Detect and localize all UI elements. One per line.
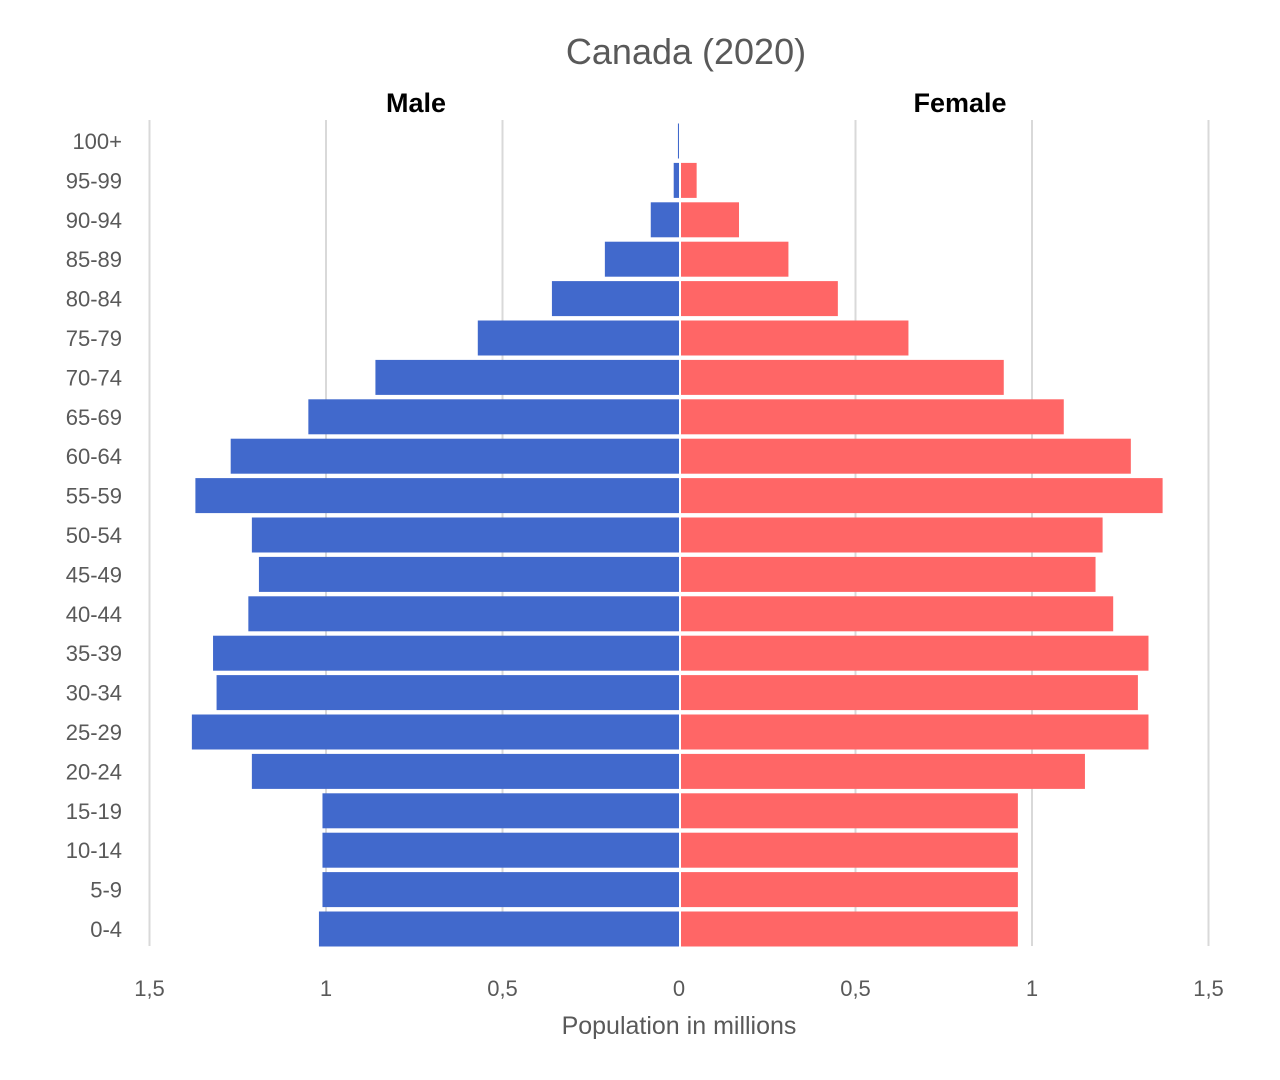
y-axis-tick-labels: 0-4 5-9 10-14 15-19 20-24 25-29 30-34 35-39 40-4… bbox=[66, 129, 122, 942]
y-tick-label-15-19: 15-19 bbox=[66, 799, 122, 824]
bar-male-0-4 bbox=[318, 911, 679, 947]
bar-male-20-24 bbox=[251, 753, 679, 789]
y-tick-label-80-84: 80-84 bbox=[66, 287, 122, 312]
bar-male-80-84 bbox=[551, 281, 679, 317]
bar-male-5-9 bbox=[322, 872, 679, 908]
y-tick-label-25-29: 25-29 bbox=[66, 720, 122, 745]
y-tick-label-90-94: 90-94 bbox=[66, 208, 122, 233]
bar-male-95-99 bbox=[673, 162, 679, 198]
bar-female-35-39 bbox=[681, 635, 1149, 671]
y-tick-label-5-9: 5-9 bbox=[90, 878, 122, 903]
x-tick-label-2: 0,5 bbox=[487, 976, 518, 1001]
y-tick-label-65-69: 65-69 bbox=[66, 405, 122, 430]
bar-female-40-44 bbox=[681, 596, 1114, 632]
bar-male-55-59 bbox=[195, 478, 679, 514]
bar-male-70-74 bbox=[375, 359, 679, 395]
bar-male-50-54 bbox=[251, 517, 679, 553]
x-tick-label-3: 0 bbox=[673, 976, 685, 1001]
y-tick-label-100+: 100+ bbox=[72, 129, 122, 154]
y-tick-label-75-79: 75-79 bbox=[66, 326, 122, 351]
female-side-label: Female bbox=[913, 88, 1006, 118]
y-tick-label-40-44: 40-44 bbox=[66, 602, 122, 627]
y-tick-label-45-49: 45-49 bbox=[66, 562, 122, 587]
bar-female-55-59 bbox=[681, 478, 1163, 514]
bar-male-90-94 bbox=[650, 202, 679, 238]
bar-male-75-79 bbox=[477, 320, 679, 356]
bar-female-60-64 bbox=[681, 438, 1131, 474]
bar-female-25-29 bbox=[681, 714, 1149, 750]
x-tick-label-6: 1,5 bbox=[1193, 976, 1224, 1001]
chart-title: Canada (2020) bbox=[566, 31, 806, 72]
y-tick-label-70-74: 70-74 bbox=[66, 365, 122, 390]
bar-male-65-69 bbox=[308, 399, 679, 435]
x-tick-label-1: 1 bbox=[320, 976, 332, 1001]
bar-female-0-4 bbox=[681, 911, 1018, 947]
x-axis-title: Population in millions bbox=[562, 1012, 797, 1040]
bars bbox=[191, 123, 1163, 947]
male-side-label: Male bbox=[386, 88, 446, 118]
bar-female-90-94 bbox=[681, 202, 740, 238]
bar-male-30-34 bbox=[216, 675, 679, 711]
x-tick-label-4: 0,5 bbox=[840, 976, 871, 1001]
y-tick-label-60-64: 60-64 bbox=[66, 444, 122, 469]
bar-male-35-39 bbox=[213, 635, 680, 671]
y-tick-label-50-54: 50-54 bbox=[66, 523, 122, 548]
x-axis-tick-labels: 1,5 1 0,5 0 0,5 1 1,5 bbox=[134, 976, 1224, 1001]
bar-female-50-54 bbox=[681, 517, 1103, 553]
y-tick-label-20-24: 20-24 bbox=[66, 759, 122, 784]
bar-male-60-64 bbox=[230, 438, 679, 474]
bar-female-95-99 bbox=[681, 162, 697, 198]
bar-male-85-89 bbox=[604, 241, 679, 277]
bar-male-40-44 bbox=[248, 596, 679, 632]
bar-female-10-14 bbox=[681, 832, 1018, 868]
x-tick-label-0: 1,5 bbox=[134, 976, 165, 1001]
y-tick-label-85-89: 85-89 bbox=[66, 247, 122, 272]
x-tick-label-5: 1 bbox=[1026, 976, 1038, 1001]
bar-male-10-14 bbox=[322, 832, 679, 868]
bar-female-30-34 bbox=[681, 675, 1138, 711]
bar-male-45-49 bbox=[258, 556, 679, 592]
bar-female-5-9 bbox=[681, 872, 1018, 908]
bar-female-45-49 bbox=[681, 556, 1096, 592]
y-tick-label-55-59: 55-59 bbox=[66, 484, 122, 509]
bar-female-65-69 bbox=[681, 399, 1064, 435]
bar-female-15-19 bbox=[681, 793, 1018, 829]
y-tick-label-35-39: 35-39 bbox=[66, 641, 122, 666]
bar-female-75-79 bbox=[681, 320, 909, 356]
bar-female-70-74 bbox=[681, 359, 1004, 395]
bar-female-20-24 bbox=[681, 753, 1085, 789]
bar-female-85-89 bbox=[681, 241, 789, 277]
bar-male-25-29 bbox=[191, 714, 680, 750]
y-tick-label-10-14: 10-14 bbox=[66, 838, 122, 863]
bar-male-15-19 bbox=[322, 793, 679, 829]
bar-male-100+ bbox=[677, 123, 679, 159]
y-tick-label-30-34: 30-34 bbox=[66, 681, 122, 706]
y-tick-label-0-4: 0-4 bbox=[90, 917, 122, 942]
y-tick-label-95-99: 95-99 bbox=[66, 168, 122, 193]
bar-female-80-84 bbox=[681, 281, 838, 317]
